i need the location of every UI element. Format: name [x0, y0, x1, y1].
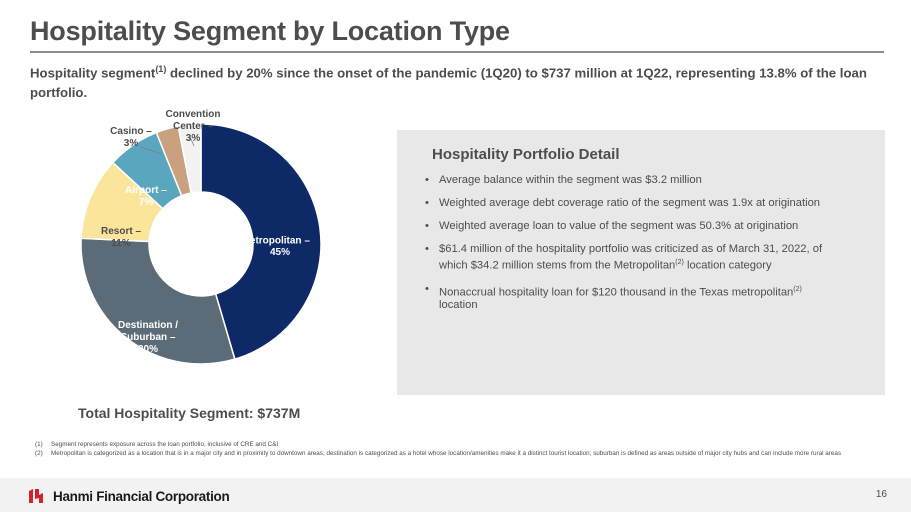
bullet-footnote-ref: (2) [793, 285, 802, 293]
donut-slice-destination-suburban [80, 237, 236, 365]
label-convention-value: 3% [185, 133, 201, 144]
label-destination-line1: Destination / [117, 320, 178, 331]
company-logo: Hanmi Financial Corporation [27, 487, 230, 505]
page-subtitle: Hospitality segment(1) declined by 20% s… [30, 59, 890, 103]
label-metropolitan-value: 45% [269, 247, 290, 259]
label-convention-line1: Convention [165, 109, 221, 120]
label-metropolitan: Metropolitan –(2) 45% [240, 232, 320, 259]
detail-bullet: Nonaccrual hospitality loan for $120 tho… [425, 283, 825, 313]
page-title: Hospitality Segment by Location Type [30, 16, 510, 46]
label-airport: Airport – 7% [118, 185, 174, 209]
footnote-number: (2) [35, 450, 43, 457]
hanmi-logo-icon [29, 489, 43, 503]
label-destination-line2: Suburban – [120, 332, 176, 343]
footnote-2: (2) Metropolitan is categorized as a loca… [35, 449, 885, 458]
label-casino: Casino – 3% [108, 126, 154, 150]
label-casino-name: Casino – [110, 126, 152, 137]
total-segment-label: Total Hospitality Segment: $737M [78, 405, 301, 421]
subtitle-footnote-ref: (1) [155, 64, 167, 74]
footer-bar: Hanmi Financial Corporation 16 [0, 478, 911, 512]
label-airport-name: Airport – [125, 185, 167, 196]
label-metropolitan-sup: (2) [309, 234, 319, 241]
footnote-1: (1) Segment represents exposure across th… [35, 440, 885, 449]
footnote-text: Metropolitan is categorized as a locatio… [51, 450, 841, 457]
portfolio-detail-panel: Hospitality Portfolio Detail Average bal… [397, 130, 885, 395]
detail-bullet: $61.4 million of the hospitality portfol… [425, 243, 825, 273]
donut-chart-svg [80, 123, 322, 365]
detail-bullet: Weighted average loan to value of the se… [425, 220, 825, 233]
label-resort-name: Resort – [100, 226, 141, 237]
detail-bullet-list: Average balance within the segment was $… [425, 174, 825, 322]
label-resort: Resort – 11% [95, 226, 147, 250]
footnote-text: Segment represents exposure across the l… [51, 441, 279, 448]
donut-slice-convention-center [177, 123, 202, 194]
company-name: Hanmi Financial Corporation [53, 488, 230, 504]
leader-line [189, 136, 195, 147]
bullet-text-end: location [439, 299, 478, 312]
bullet-text-end: location category [683, 259, 772, 272]
label-metropolitan-name: Metropolitan – [241, 235, 310, 247]
label-destination: Destination / Suburban – 30% [100, 320, 196, 356]
label-convention-line2: Center – [172, 121, 213, 132]
subtitle-text-end: declined by 20% since the onset of the p… [30, 65, 867, 101]
subtitle-text-start: Hospitality segment [30, 65, 156, 81]
donut-slice-metropolitan [200, 123, 322, 361]
footnotes: (1) Segment represents exposure across th… [35, 440, 885, 458]
page-number: 16 [875, 489, 887, 500]
bullet-footnote-ref: (2) [675, 259, 684, 266]
detail-bullet: Weighted average debt coverage ratio of … [425, 197, 825, 210]
donut-chart: Metropolitan –(2) 45% Destination / Subu… [0, 100, 380, 400]
bullet-text-start: Nonaccrual hospitality loan for $120 tho… [439, 286, 794, 299]
label-resort-value: 11% [111, 238, 131, 249]
label-convention: Convention Center – 3% [160, 109, 226, 145]
detail-bullet: Average balance within the segment was $… [425, 174, 825, 187]
label-airport-value: 7% [138, 197, 154, 208]
bullet-text-start: $61.4 million of the hospitality portfol… [439, 243, 823, 272]
leader-line [139, 146, 163, 155]
label-casino-value: 3% [123, 138, 139, 149]
label-destination-value: 30% [137, 344, 158, 355]
panel-title: Hospitality Portfolio Detail [432, 146, 620, 163]
footnote-number: (1) [35, 441, 43, 448]
title-divider [30, 51, 884, 53]
